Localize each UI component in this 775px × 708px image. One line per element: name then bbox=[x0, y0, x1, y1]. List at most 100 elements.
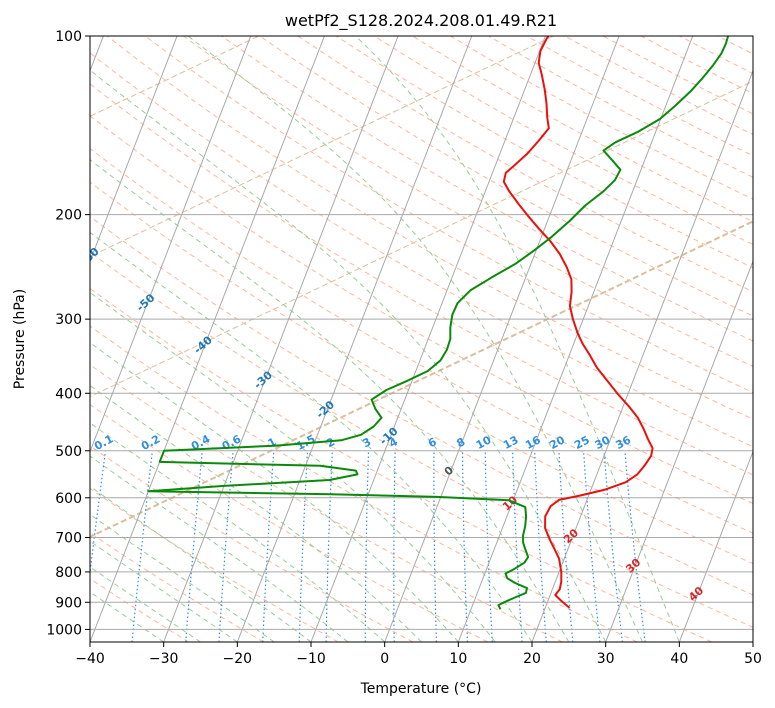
dry-adiabat-line bbox=[90, 215, 753, 596]
y-tick-label: 800 bbox=[55, 565, 82, 581]
moist-adiabat-line bbox=[90, 159, 570, 642]
y-tick-label: 900 bbox=[55, 595, 82, 611]
hypsometric-line bbox=[90, 220, 753, 538]
isotherm-line bbox=[457, 36, 694, 642]
temperature-profile-line bbox=[502, 36, 654, 609]
dry-adiabat-line bbox=[90, 364, 563, 642]
isotherm-label: 0 bbox=[442, 463, 457, 478]
mixing-ratio-line bbox=[461, 450, 469, 642]
y-tick-label: 100 bbox=[55, 29, 82, 45]
x-tick-label: −30 bbox=[149, 651, 179, 667]
mixing-ratio-label: 0.1 bbox=[92, 432, 115, 453]
isotherm-line bbox=[163, 36, 399, 642]
mixing-ratio-label: 2 bbox=[324, 435, 337, 450]
dry-adiabat-line bbox=[90, 147, 753, 534]
dry-adiabat-line bbox=[488, 36, 753, 178]
mixing-ratio-line bbox=[484, 450, 493, 642]
dry-adiabat-line bbox=[412, 36, 753, 223]
isotherm-label: 40 bbox=[686, 584, 706, 604]
moist-adiabats bbox=[90, 36, 680, 642]
dry-adiabat-line bbox=[90, 403, 488, 642]
mixing-ratio-line bbox=[603, 450, 623, 642]
mixing-ratio-label: 10 bbox=[474, 433, 494, 452]
x-tick-label: −10 bbox=[296, 651, 326, 667]
isotherm-label: 30 bbox=[623, 556, 643, 576]
mixing-ratio-label: 16 bbox=[523, 433, 543, 452]
y-tick-label: 600 bbox=[55, 491, 82, 507]
dry-adiabat-line bbox=[90, 577, 190, 642]
y-tick-label: 400 bbox=[55, 386, 82, 402]
y-tick-label: 500 bbox=[55, 444, 82, 460]
y-tick-label: 200 bbox=[55, 208, 82, 224]
moist-adiabat-line bbox=[90, 291, 496, 642]
mixing-ratio-line bbox=[583, 450, 601, 642]
x-tick-label: −40 bbox=[75, 651, 105, 667]
isotherm-line bbox=[90, 36, 178, 263]
isotherm-label: -30 bbox=[251, 368, 275, 391]
plot-frame bbox=[89, 35, 754, 643]
dry-adiabat-line bbox=[90, 487, 339, 642]
dry-adiabat-line bbox=[259, 36, 753, 317]
hypsometric-lines bbox=[90, 36, 753, 538]
mixing-ratio-label: 30 bbox=[593, 433, 613, 452]
isotherm-label: -20 bbox=[314, 398, 338, 421]
mixing-ratio-line bbox=[90, 450, 107, 578]
mixing-ratio-label: 0.2 bbox=[139, 432, 162, 453]
moist-adiabat-line bbox=[90, 341, 459, 642]
dry-adiabat-line bbox=[756, 36, 775, 642]
moist-adiabat-line bbox=[90, 591, 164, 642]
mixing-ratio-label: 36 bbox=[613, 433, 633, 452]
mixing-ratio-line bbox=[218, 450, 234, 642]
moist-adiabat-line bbox=[90, 69, 607, 642]
dry-adiabat-line bbox=[297, 36, 753, 293]
y-axis-label: Pressure (hPa) bbox=[12, 289, 28, 389]
chart-title: wetPf2_S128.2024.208.01.49.R21 bbox=[285, 11, 557, 31]
mixing-ratio-line bbox=[364, 450, 370, 642]
dry-adiabat-line bbox=[144, 36, 753, 394]
moist-adiabat-line bbox=[90, 540, 238, 642]
dry-adiabat-line bbox=[90, 532, 264, 642]
mixing-ratio-label: 8 bbox=[454, 435, 467, 450]
isotherm-line bbox=[384, 36, 620, 642]
isobar-gridlines bbox=[90, 36, 753, 630]
y-tick-label: 300 bbox=[55, 312, 82, 328]
dry-adiabat-line bbox=[90, 52, 753, 448]
moist-adiabat-line bbox=[90, 231, 533, 642]
isotherm-line bbox=[90, 36, 252, 453]
dry-adiabats bbox=[90, 36, 775, 642]
mixing-ratio-label: 20 bbox=[547, 433, 567, 452]
dry-adiabat-line bbox=[90, 251, 753, 628]
y-axis-ticks: 100 200 300 400 500 600 700 800 900 1000 bbox=[46, 29, 90, 638]
moist-adiabat-line bbox=[90, 384, 422, 642]
dry-adiabat-line bbox=[90, 287, 712, 642]
dry-adiabat-line bbox=[90, 115, 753, 505]
isotherm-lines bbox=[90, 36, 753, 642]
isotherm-label: -70 bbox=[22, 200, 46, 223]
mixing-ratio-line bbox=[393, 450, 396, 642]
moist-adiabat-line bbox=[90, 485, 312, 642]
moist-adiabat-line bbox=[90, 455, 349, 642]
dry-adiabat-line bbox=[90, 325, 638, 642]
mixing-ratio-line bbox=[185, 450, 203, 642]
isotherm-line bbox=[678, 450, 753, 642]
hypsometric-line bbox=[90, 36, 554, 258]
isotherm-line bbox=[310, 36, 546, 642]
hypsometric-line bbox=[90, 36, 259, 117]
x-tick-label: 10 bbox=[449, 651, 467, 667]
mixing-ratio-line bbox=[512, 450, 523, 642]
moist-adiabat-line bbox=[355, 36, 680, 642]
dry-adiabat-line bbox=[564, 36, 753, 136]
isotherm-line bbox=[90, 36, 325, 642]
x-axis-ticks: −40 −30 −20 −10 0 10 20 30 40 50 bbox=[75, 642, 762, 667]
mixing-ratio-line bbox=[433, 450, 437, 642]
plot-area: 0.10.20.40.611.52346810131620253036-100-… bbox=[22, 36, 775, 642]
dry-adiabat-line bbox=[679, 36, 753, 75]
x-axis-label: Temperature (°C) bbox=[360, 681, 482, 697]
dry-adiabat-line bbox=[640, 36, 753, 95]
mixing-ratio-label: 25 bbox=[572, 433, 592, 452]
hypsometric-line bbox=[90, 80, 753, 398]
x-tick-label: 40 bbox=[670, 651, 688, 667]
moist-adiabat-line bbox=[90, 422, 386, 642]
isotherm-line bbox=[605, 259, 753, 642]
